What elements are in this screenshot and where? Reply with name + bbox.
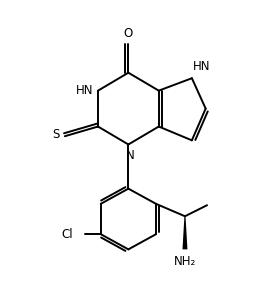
- Text: HN: HN: [75, 84, 93, 97]
- Text: HN: HN: [193, 60, 211, 73]
- Text: Cl: Cl: [61, 228, 73, 241]
- Text: O: O: [124, 27, 133, 40]
- Text: N: N: [125, 148, 134, 162]
- Polygon shape: [182, 216, 187, 249]
- Text: S: S: [53, 128, 60, 141]
- Text: NH₂: NH₂: [174, 256, 196, 268]
